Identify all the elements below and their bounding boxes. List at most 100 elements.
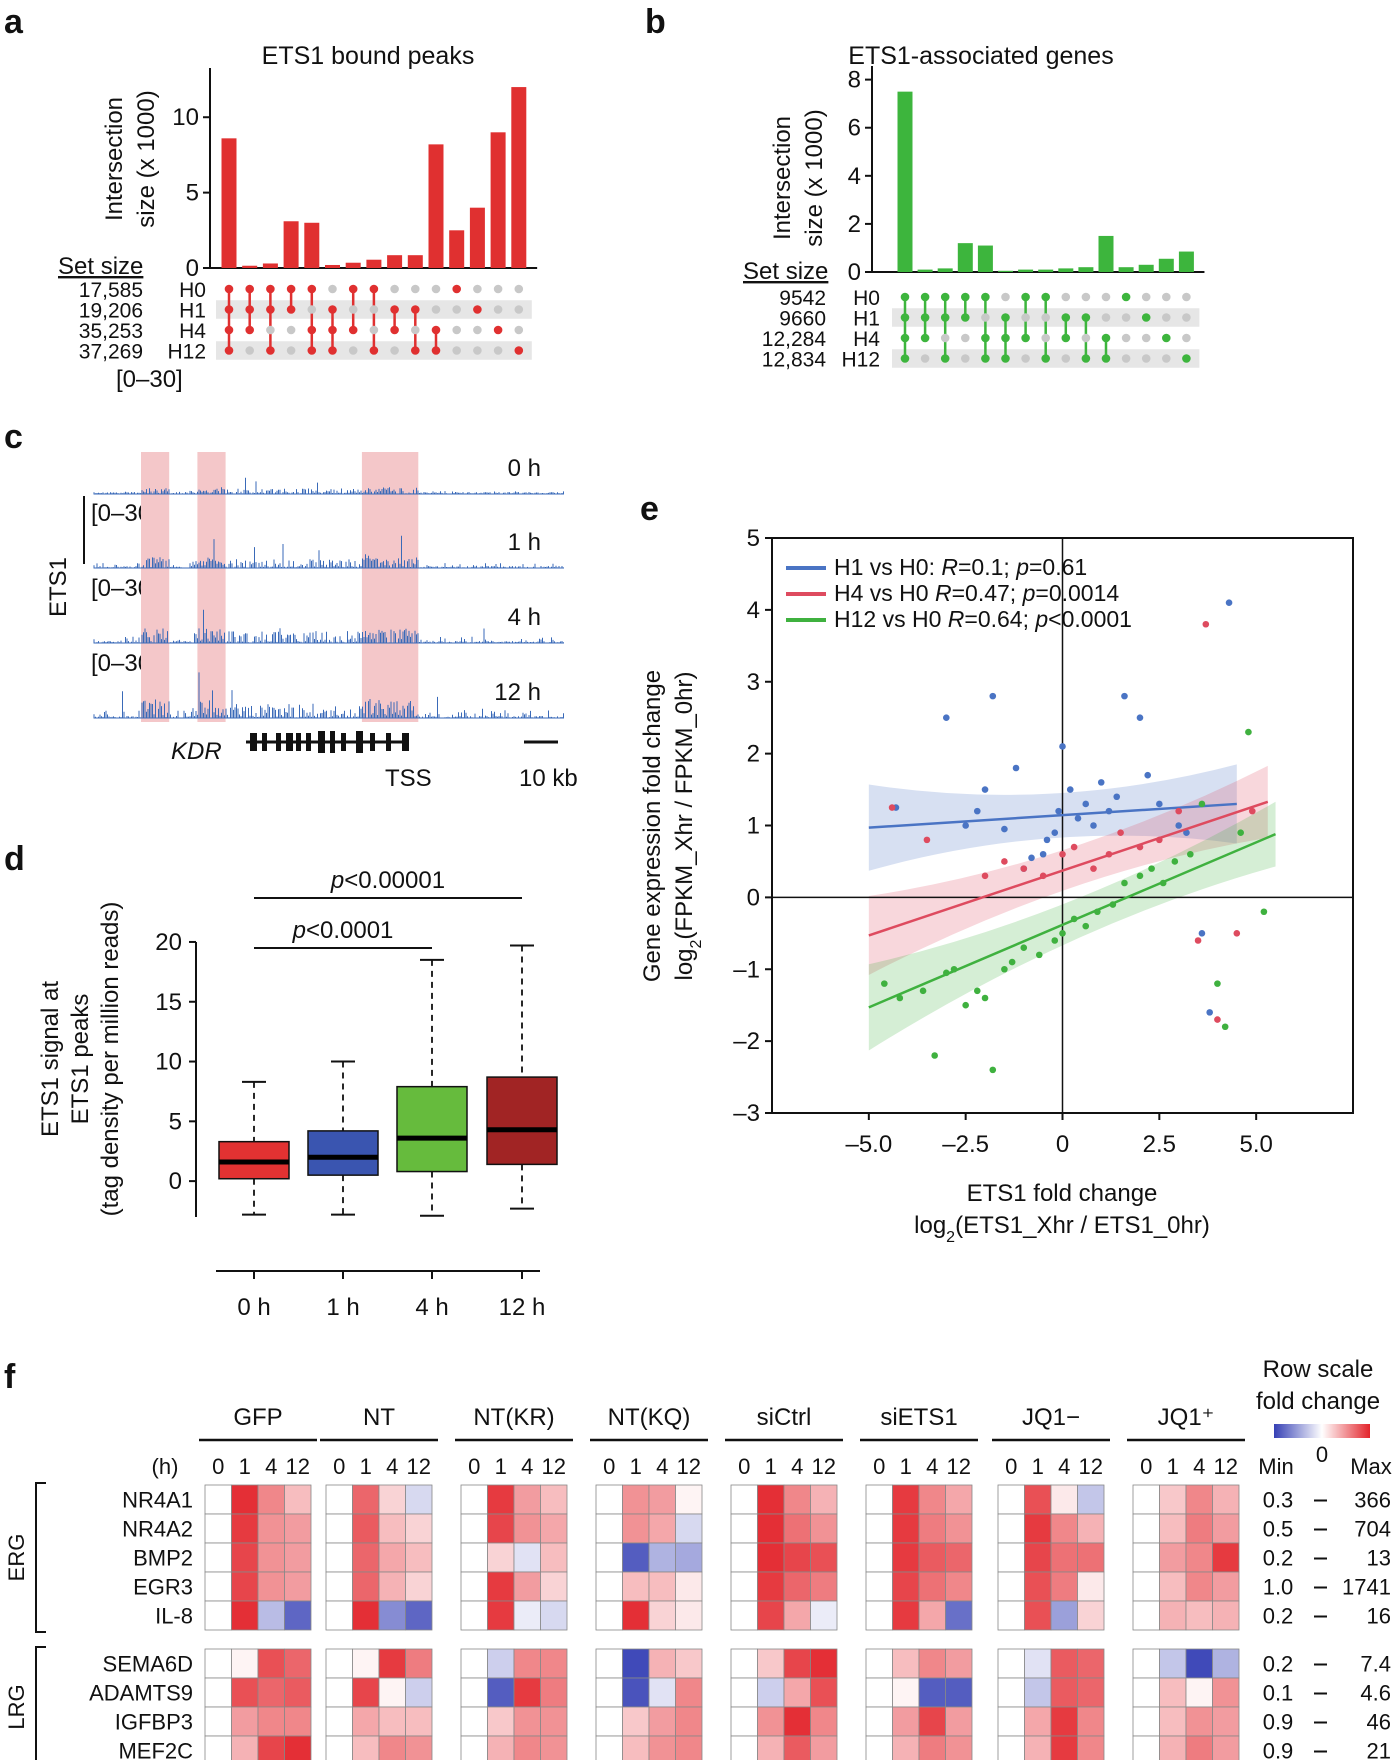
heatmap-cell xyxy=(865,1571,893,1602)
heatmap-cell xyxy=(540,1542,568,1573)
heatmap-cell xyxy=(378,1484,406,1515)
scatter-point xyxy=(1237,829,1244,836)
heatmap-cell xyxy=(810,1600,838,1631)
upset-a-ylabel-line1: Intersection xyxy=(101,97,128,221)
scatter-point xyxy=(1105,850,1113,858)
scatter-point xyxy=(1055,807,1062,815)
panel-letter-e: e xyxy=(640,490,659,528)
heatmap-time-label: 1 xyxy=(900,1454,912,1479)
heatmap-cell xyxy=(405,1513,433,1544)
scatter-point xyxy=(1043,836,1051,844)
scatter-point xyxy=(1121,879,1128,887)
heatmap-cell xyxy=(675,1542,703,1573)
heatmap-cell xyxy=(204,1735,232,1760)
heatmap-cell xyxy=(810,1677,838,1708)
heatmap-time-label: 0 xyxy=(333,1454,345,1479)
a-bar xyxy=(387,255,403,268)
a-membership-dot xyxy=(411,284,420,294)
scale-bar-label: 10 kb xyxy=(519,765,578,792)
heatmap-cell xyxy=(783,1677,811,1708)
heatmap-cell xyxy=(675,1600,703,1631)
a-membership-dot xyxy=(307,284,317,294)
heatmap-range-min: 0.2 xyxy=(1263,1604,1294,1629)
heatmap-cell xyxy=(810,1513,838,1544)
boxplot-y-tick-label: 5 xyxy=(169,1108,182,1135)
b-membership-dot xyxy=(1081,292,1091,302)
b-membership-dot xyxy=(1061,354,1071,363)
b-membership-dot xyxy=(1081,313,1091,322)
heatmap-cell xyxy=(257,1513,285,1544)
heatmap-cell xyxy=(513,1648,541,1679)
b-set-name: H1 xyxy=(853,308,880,331)
heatmap-cell xyxy=(487,1484,515,1515)
b-set-size: 9542 xyxy=(779,287,826,310)
track-highlight-region xyxy=(361,452,419,722)
kdr-exon xyxy=(306,733,311,751)
heatmap-condition-label: GFP xyxy=(233,1404,282,1431)
scatter-point xyxy=(981,872,989,880)
heatmap-cell xyxy=(1077,1648,1105,1679)
heatmap-cell xyxy=(757,1513,785,1544)
heatmap-cell xyxy=(1024,1484,1052,1515)
scatter-confidence-band xyxy=(868,764,1237,871)
heatmap-cell xyxy=(783,1706,811,1737)
upset-b-title: ETS1-associated genes xyxy=(848,42,1113,70)
boxplot-box xyxy=(396,1085,468,1173)
heatmap-cell xyxy=(513,1484,541,1515)
heatmap-cell xyxy=(1132,1513,1160,1544)
a-bar xyxy=(490,132,506,268)
upset-a-footer: [0–30] xyxy=(116,366,183,393)
b-membership-dot xyxy=(920,313,930,322)
panel-letter-f: f xyxy=(4,1358,16,1396)
kdr-exon xyxy=(250,733,257,751)
b-bar xyxy=(1118,267,1134,272)
b-membership-dot xyxy=(1041,292,1050,302)
b-membership-dot xyxy=(1001,333,1010,343)
b-membership-dot xyxy=(961,333,970,343)
heatmap-cell xyxy=(284,1600,312,1631)
b-membership-dot xyxy=(940,354,950,363)
heatmap-cell xyxy=(378,1648,406,1679)
scatter-point xyxy=(962,1001,969,1009)
a-membership-dot xyxy=(224,325,234,335)
heatmap-cell xyxy=(997,1706,1025,1737)
a-membership-dot xyxy=(328,305,337,314)
heatmap-cell xyxy=(1132,1484,1160,1515)
a-bar xyxy=(345,262,361,268)
a-membership-dot xyxy=(514,346,524,355)
heatmap-cell xyxy=(460,1542,488,1573)
heatmap-range-max: 704 xyxy=(1354,1517,1391,1542)
heatmap-cell xyxy=(487,1513,515,1544)
b-membership-dot xyxy=(1001,354,1010,363)
heatmap-cell xyxy=(675,1513,703,1544)
heatmap-cell xyxy=(487,1600,515,1631)
heatmap-cell xyxy=(231,1571,259,1602)
a-membership-dot xyxy=(224,284,234,294)
heatmap-time-label: 1 xyxy=(239,1454,251,1479)
a-membership-dot xyxy=(369,305,379,314)
heatmap-cell xyxy=(378,1513,406,1544)
b-bar xyxy=(1078,267,1094,272)
heatmap-cell xyxy=(1132,1648,1160,1679)
kdr-exon xyxy=(286,733,293,751)
b-membership-dot xyxy=(1182,292,1191,302)
boxplot-box xyxy=(307,1130,379,1176)
heatmap-cell xyxy=(918,1735,946,1760)
heatmap-legend-title-line2: fold change xyxy=(1256,1388,1380,1415)
heatmap-cell xyxy=(1212,1600,1240,1631)
heatmap-cell xyxy=(1024,1677,1052,1708)
scatter-point xyxy=(950,965,958,973)
scatter-point xyxy=(1136,714,1144,721)
heatmap-cell xyxy=(1212,1513,1240,1544)
scatter-point xyxy=(1221,1023,1229,1031)
a-membership-dot xyxy=(348,325,358,335)
b-membership-dot xyxy=(1041,313,1050,322)
heatmap-cell xyxy=(1077,1600,1105,1631)
heatmap-cell xyxy=(648,1648,676,1679)
a-membership-dot xyxy=(328,284,337,294)
b-membership-dot xyxy=(1162,333,1171,343)
a-y-tick-label: 0 xyxy=(186,255,199,282)
heatmap-cell xyxy=(284,1706,312,1737)
scatter-y-tick-label: 0 xyxy=(747,884,760,911)
heatmap-cell xyxy=(231,1677,259,1708)
